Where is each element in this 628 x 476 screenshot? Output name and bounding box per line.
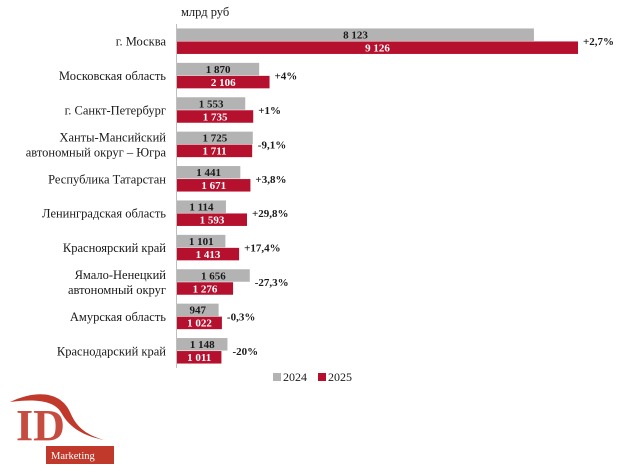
change-label: +3,8% <box>255 174 286 186</box>
value-label-2025: 2 106 <box>211 77 236 89</box>
change-label: -27,3% <box>255 277 289 289</box>
category-label: г. Санкт-Петербург <box>65 104 166 118</box>
bar-2024 <box>177 97 246 110</box>
change-label: +1% <box>258 105 281 117</box>
value-label-2024: 1 870 <box>206 64 231 76</box>
bar-2024 <box>177 62 260 76</box>
value-label-2025: 1 735 <box>203 111 228 123</box>
value-label-2025: 1 711 <box>203 146 227 158</box>
category-label: Республика Татарстан <box>48 172 166 186</box>
change-label: -20% <box>232 346 258 358</box>
category-label: Московская область <box>59 69 166 83</box>
legend-swatch-2025 <box>318 373 326 381</box>
category-label: Ханты-Мансийский автономный округ – Югра <box>26 130 167 159</box>
bar-2025 <box>177 316 222 330</box>
value-label-2024: 1 553 <box>199 98 224 110</box>
bar-2025 <box>177 282 234 295</box>
bar-2025 <box>177 213 247 226</box>
change-label: -0,3% <box>227 311 255 323</box>
bar-2024 <box>177 200 226 213</box>
unit-label: млрд руб <box>181 5 229 19</box>
change-label: +4% <box>275 71 298 83</box>
category-label: г. Москва <box>116 35 167 49</box>
value-label-2024: 947 <box>190 305 207 317</box>
bar-2025 <box>177 41 578 54</box>
company-logo: ID Marketing <box>10 394 114 464</box>
value-label-2024: 1 441 <box>196 167 221 179</box>
value-label-2025: 1 593 <box>200 214 225 226</box>
value-label-2024: 1 148 <box>190 339 215 351</box>
bar-2024 <box>177 234 226 248</box>
bar-2025 <box>177 179 251 192</box>
bar-2025 <box>177 110 254 123</box>
value-label-2025: 1 011 <box>187 352 211 364</box>
value-label-2024: 1 101 <box>189 236 214 248</box>
bar-2025 <box>177 247 240 261</box>
category-label: Ямало-Ненецкий автономный округ <box>68 268 166 297</box>
bar-2024 <box>177 338 228 351</box>
legend-label-2025: 2025 <box>328 370 352 384</box>
category-label: Ленинградская область <box>42 207 166 221</box>
logo-text: Marketing <box>51 451 95 462</box>
category-label: Амурская область <box>70 310 166 324</box>
change-label: -9,1% <box>258 139 286 151</box>
category-label: Красноярский край <box>63 241 166 255</box>
value-label-2025: 1 276 <box>193 283 218 295</box>
bar-2025 <box>177 75 270 89</box>
value-label-2024: 1 725 <box>203 133 228 145</box>
value-label-2024: 8 123 <box>343 29 368 41</box>
logo-mark: ID <box>16 401 65 450</box>
value-label-2024: 1 114 <box>189 201 214 213</box>
bar-2024 <box>177 269 250 282</box>
value-label-2024: 1 656 <box>201 270 226 282</box>
bar-2024 <box>177 131 253 145</box>
legend: 2024 2025 <box>273 370 352 384</box>
bar-2025 <box>177 351 222 364</box>
change-label: +17,4% <box>244 243 281 255</box>
logo-text-bg <box>46 446 114 464</box>
change-label: +29,8% <box>252 208 289 220</box>
logo-swoosh-icon <box>10 394 104 440</box>
legend-swatch-2024 <box>273 373 281 381</box>
change-label: +2,7% <box>583 36 614 48</box>
bar-2025 <box>177 144 253 158</box>
value-label-2025: 1 022 <box>187 318 212 330</box>
bar-2024 <box>177 303 219 317</box>
value-label-2025: 1 671 <box>201 180 226 192</box>
bar-2024 <box>177 28 534 41</box>
bar-2024 <box>177 166 241 179</box>
category-label: Краснодарский край <box>57 344 166 358</box>
value-label-2025: 9 126 <box>365 42 390 54</box>
value-label-2025: 1 413 <box>196 249 221 261</box>
legend-label-2024: 2024 <box>283 370 307 384</box>
